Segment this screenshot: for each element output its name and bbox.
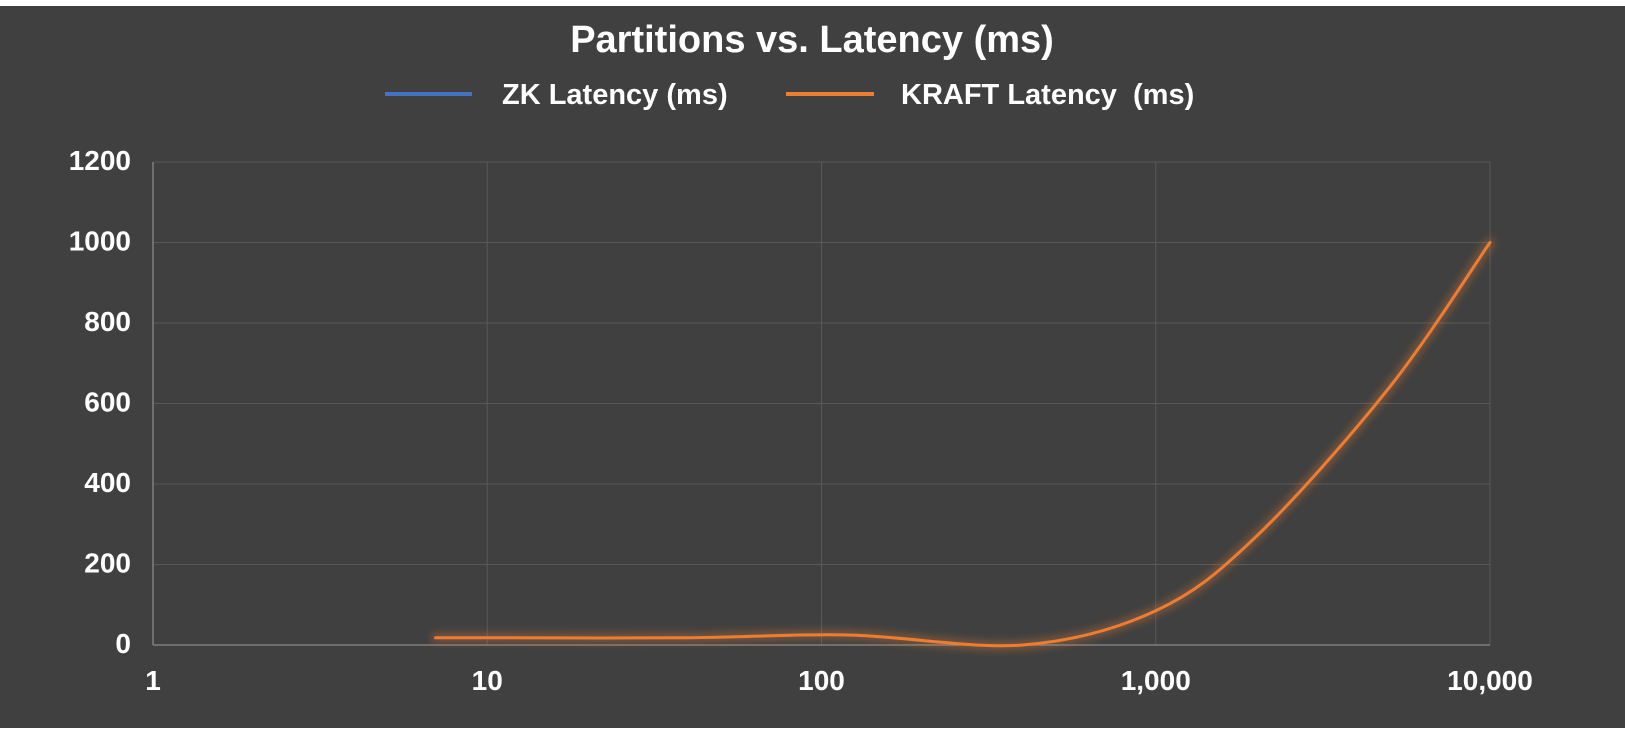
legend-label-zk: ZK Latency (ms)	[502, 79, 728, 111]
chart-legend: ZK Latency (ms) KRAFT Latency (ms)	[385, 79, 1194, 111]
x-tick-label: 100	[798, 665, 845, 696]
legend-label-kraft: KRAFT Latency (ms)	[901, 79, 1194, 111]
y-tick-label: 400	[84, 467, 131, 498]
x-tick-label: 10	[472, 665, 503, 696]
y-tick-label: 1200	[69, 145, 131, 176]
y-axis-tick-labels: 0 200 400 600 800 1000 1200	[69, 145, 131, 659]
y-tick-label: 200	[84, 548, 131, 579]
y-tick-label: 600	[84, 387, 131, 418]
grid-lines	[152, 161, 1491, 646]
series-line-1	[433, 241, 1492, 648]
y-tick-label: 800	[84, 306, 131, 337]
x-tick-label: 1	[145, 665, 161, 696]
x-axis-tick-labels: 1 10 100 1,000 10,000	[145, 665, 1533, 696]
y-tick-label: 1000	[69, 226, 131, 257]
x-tick-label: 1,000	[1121, 665, 1191, 696]
chart-panel: Partitions vs. Latency (ms) ZK Latency (…	[0, 6, 1625, 728]
x-tick-label: 10,000	[1447, 665, 1533, 696]
chart-svg: Partitions vs. Latency (ms) ZK Latency (…	[69, 19, 1533, 696]
y-tick-label: 0	[115, 628, 131, 659]
chart-title: Partitions vs. Latency (ms)	[570, 19, 1054, 61]
series-glow-1	[430, 238, 1495, 651]
series-layer	[430, 238, 1495, 651]
